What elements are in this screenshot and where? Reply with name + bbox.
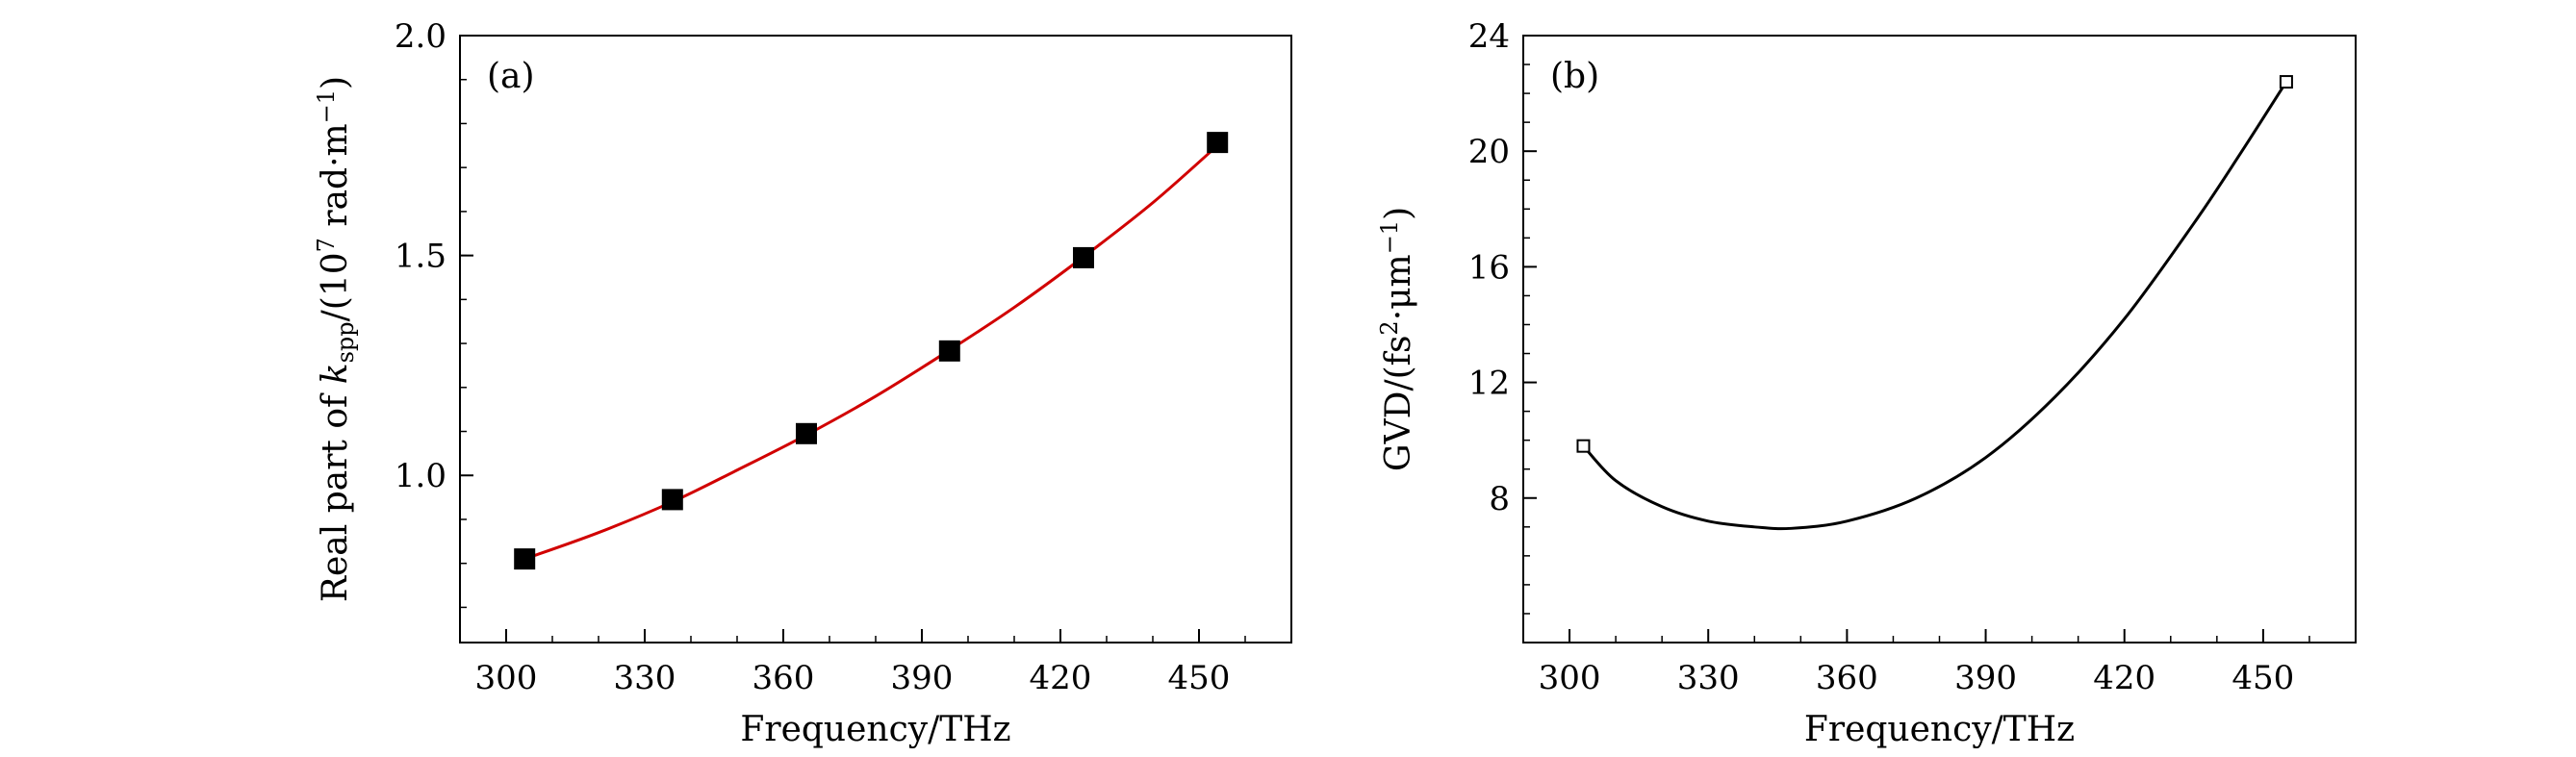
data-point [514, 548, 536, 570]
panel-a-plot-frame [459, 35, 1292, 643]
y-tick-label: 1.5 [395, 238, 446, 276]
data-point [938, 340, 960, 362]
x-tick-label: 330 [1677, 659, 1740, 697]
x-tick-label: 450 [2232, 659, 2294, 697]
x-tick-label: 360 [752, 659, 815, 697]
panel-b-x-axis-title: Frequency/THz [1804, 710, 2075, 749]
x-tick-label: 390 [1954, 659, 2017, 697]
panel-a-points [514, 132, 1229, 570]
data-point [1073, 246, 1094, 268]
panel-a-ticks: 300 330 360 390 420 450 1.0 1.5 2.0 [395, 17, 1292, 697]
y-tick-label: 24 [1468, 17, 1510, 56]
panel-b-points [1576, 75, 2293, 453]
endpoint-marker [2279, 75, 2293, 89]
panel-a-ylabel-suffix-superscript: −1 [313, 89, 340, 123]
panel-a-ylabel-prefix: Real part of [316, 384, 355, 602]
y-tick-label: 1.0 [395, 457, 446, 495]
panel-b-curve-layer [1582, 81, 2288, 531]
data-point [1207, 132, 1229, 154]
panel-b-y-axis-title: GVD/(fs2·μm−1) [1376, 207, 1418, 471]
panel-b-ylabel-suffix: ·μm [1379, 254, 1418, 320]
panel-a-x-axis-title: Frequency/THz [740, 710, 1010, 749]
panel-a-ylabel-subscript: spp [332, 321, 359, 363]
data-point [661, 489, 683, 511]
x-tick-label: 360 [1816, 659, 1878, 697]
panel-a-ylabel-superscript: 7 [313, 238, 340, 252]
x-tick-label: 330 [614, 659, 676, 697]
x-tick-label: 420 [2093, 659, 2155, 697]
panel-a-ylabel-close: ) [316, 76, 355, 89]
panel-b-ylabel-close: ) [1379, 207, 1418, 220]
panel-b-ticks: 300 330 360 390 420 450 8 12 16 20 24 [1468, 17, 2357, 697]
y-tick-label: 2.0 [395, 17, 446, 56]
panel-b-ylabel-superscript: 2 [1376, 320, 1403, 335]
y-tick-label: 8 [1489, 480, 1510, 518]
panel-b-label: (b) [1550, 57, 1599, 96]
x-tick-label: 390 [891, 659, 954, 697]
data-point [796, 422, 817, 444]
panel-b: 300 330 360 390 420 450 8 12 16 20 24 (b) Frequenc… [1376, 17, 2357, 749]
y-tick-label: 12 [1468, 365, 1510, 403]
panel-a-ylabel-symbol: k [316, 363, 355, 384]
panel-b-ylabel-prefix: GVD/(fs [1379, 336, 1418, 472]
panel-b-plot-frame [1522, 35, 2357, 643]
x-tick-label: 300 [1539, 659, 1601, 697]
x-tick-label: 300 [475, 659, 538, 697]
x-tick-label: 420 [1030, 659, 1092, 697]
panel-a-ylabel-mid: /(10 [316, 252, 355, 321]
y-tick-label: 16 [1468, 248, 1510, 287]
panel-a: 300 330 360 390 420 450 1.0 1.5 2.0 (a) Frequenc… [313, 17, 1292, 749]
panel-b-ylabel-suffix-superscript: −1 [1376, 220, 1403, 254]
x-tick-label: 450 [1168, 659, 1231, 697]
series-line-fit [523, 144, 1219, 561]
series-line-gvd [1582, 81, 2288, 531]
panel-a-label: (a) [487, 57, 535, 96]
panel-a-fit-layer [523, 144, 1219, 561]
endpoint-marker [1576, 439, 1591, 453]
y-tick-label: 20 [1468, 133, 1510, 171]
panel-a-ylabel-suffix: rad·m [316, 123, 355, 238]
panel-a-y-axis-title: Real part of kspp/(107 rad·m−1) [313, 76, 359, 602]
